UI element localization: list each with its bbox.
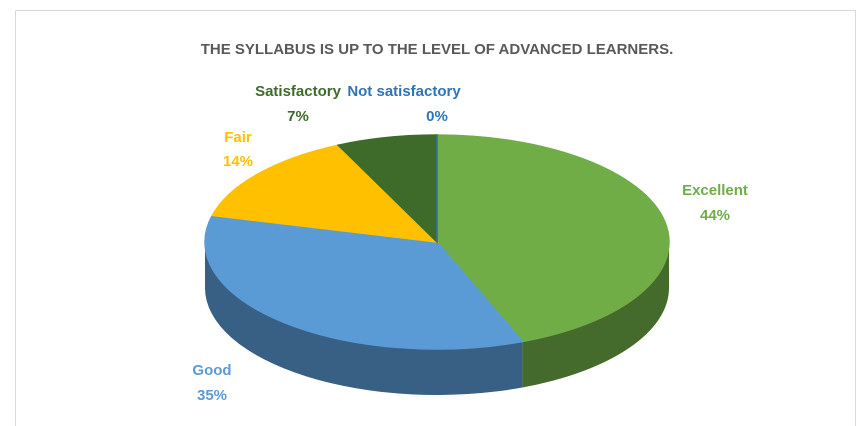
data-label-value: 44% [700,207,730,224]
slice [336,134,438,244]
chart-title: THE SYLLABUS IS UP TO THE LEVEL OF ADVAN… [201,41,674,58]
data-label-name: Excellent [682,182,748,199]
data-label-name: Good [192,362,231,379]
data-label-name: Not satisfactory [347,83,461,100]
slice-side [205,242,523,395]
data-label-value: 7% [287,108,309,125]
data-label-name: Satisfactory [255,83,342,100]
slice-side [522,242,669,388]
slice [204,214,524,350]
data-label-value: 14% [223,153,253,170]
slice [211,144,440,244]
data-label-value: 0% [426,108,448,125]
slice [436,134,670,343]
data-label-value: 35% [197,387,227,404]
data-label-name: Fair [224,129,252,146]
